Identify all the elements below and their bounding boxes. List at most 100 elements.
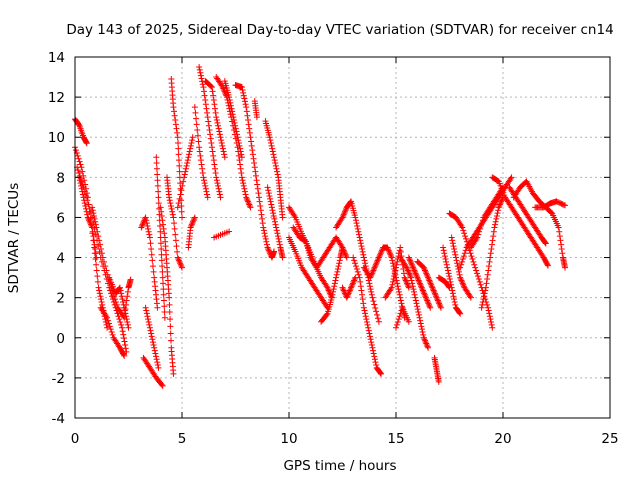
data-point <box>216 131 223 138</box>
data-point <box>421 290 428 297</box>
data-point <box>258 211 265 218</box>
data-point <box>178 187 185 194</box>
data-point <box>467 294 474 301</box>
data-point <box>414 274 421 281</box>
data-point <box>167 200 174 207</box>
data-point <box>265 190 272 197</box>
data-point <box>443 258 450 265</box>
data-point <box>430 287 437 294</box>
data-point <box>197 157 204 164</box>
data-point <box>441 253 448 260</box>
data-point <box>331 283 338 290</box>
data-point <box>339 214 346 221</box>
data-point <box>419 287 426 294</box>
data-point <box>412 270 419 277</box>
series-arc-2 <box>72 144 111 331</box>
series-arc-34 <box>405 254 434 311</box>
data-point <box>81 200 88 207</box>
data-point <box>256 198 263 205</box>
data-point <box>186 148 193 155</box>
data-point <box>477 225 484 232</box>
data-point <box>83 140 90 147</box>
data-point <box>104 314 111 321</box>
data-point <box>238 84 245 91</box>
data-point <box>333 271 340 278</box>
data-point <box>334 268 341 275</box>
data-point <box>344 293 351 300</box>
data-point <box>544 261 551 268</box>
data-point <box>371 356 378 363</box>
series-arc-17 <box>202 78 228 161</box>
data-point <box>174 248 181 255</box>
data-point <box>175 139 182 146</box>
data-point <box>166 197 173 204</box>
data-point <box>268 201 275 208</box>
data-point <box>187 145 194 152</box>
data-point <box>144 313 151 320</box>
data-point <box>175 157 182 164</box>
data-point <box>358 287 365 294</box>
data-point <box>160 286 167 293</box>
data-point <box>262 233 269 240</box>
data-point <box>291 213 298 220</box>
data-point <box>354 268 361 275</box>
data-point <box>265 245 272 252</box>
data-point <box>93 261 100 268</box>
data-point <box>397 294 404 301</box>
data-point <box>378 248 385 255</box>
data-point <box>395 316 402 323</box>
data-point <box>472 264 479 271</box>
data-point <box>234 131 241 138</box>
data-point <box>154 304 161 311</box>
data-point <box>407 258 414 265</box>
data-point <box>198 75 205 82</box>
data-point <box>542 239 549 246</box>
data-point <box>375 255 382 262</box>
data-point <box>121 352 128 359</box>
data-point <box>265 187 272 194</box>
data-point <box>449 240 456 247</box>
data-point <box>120 335 127 342</box>
data-point <box>212 170 219 177</box>
data-point <box>106 323 113 330</box>
data-point <box>242 101 249 108</box>
data-point <box>377 250 384 257</box>
data-point <box>245 200 252 207</box>
data-point <box>393 261 400 268</box>
data-point <box>250 155 257 162</box>
data-point <box>475 231 482 238</box>
data-point <box>360 251 367 258</box>
data-point <box>345 291 352 298</box>
series-arc-26 <box>290 224 350 271</box>
data-point <box>169 208 176 215</box>
data-point <box>456 271 463 278</box>
data-point <box>210 157 217 164</box>
data-point <box>167 316 174 323</box>
data-point <box>352 217 359 224</box>
data-point <box>343 294 350 301</box>
data-point <box>478 304 485 311</box>
data-point <box>154 171 161 178</box>
data-point <box>150 341 157 348</box>
data-point <box>147 327 154 334</box>
data-point <box>88 223 95 230</box>
data-point <box>263 238 270 245</box>
data-point <box>181 171 188 178</box>
data-point <box>557 237 564 244</box>
data-point <box>363 319 370 326</box>
data-point <box>555 224 562 231</box>
data-point <box>171 108 178 115</box>
data-point <box>386 250 393 257</box>
data-point <box>218 137 225 144</box>
series-arc-21 <box>251 98 260 121</box>
data-point <box>172 117 179 124</box>
data-point <box>351 276 358 283</box>
data-point <box>495 207 502 214</box>
data-point <box>226 228 233 235</box>
data-point <box>209 148 216 155</box>
data-point <box>447 278 454 285</box>
data-point <box>108 329 115 336</box>
data-point <box>424 297 431 304</box>
data-point <box>240 89 247 96</box>
data-point <box>248 138 255 145</box>
